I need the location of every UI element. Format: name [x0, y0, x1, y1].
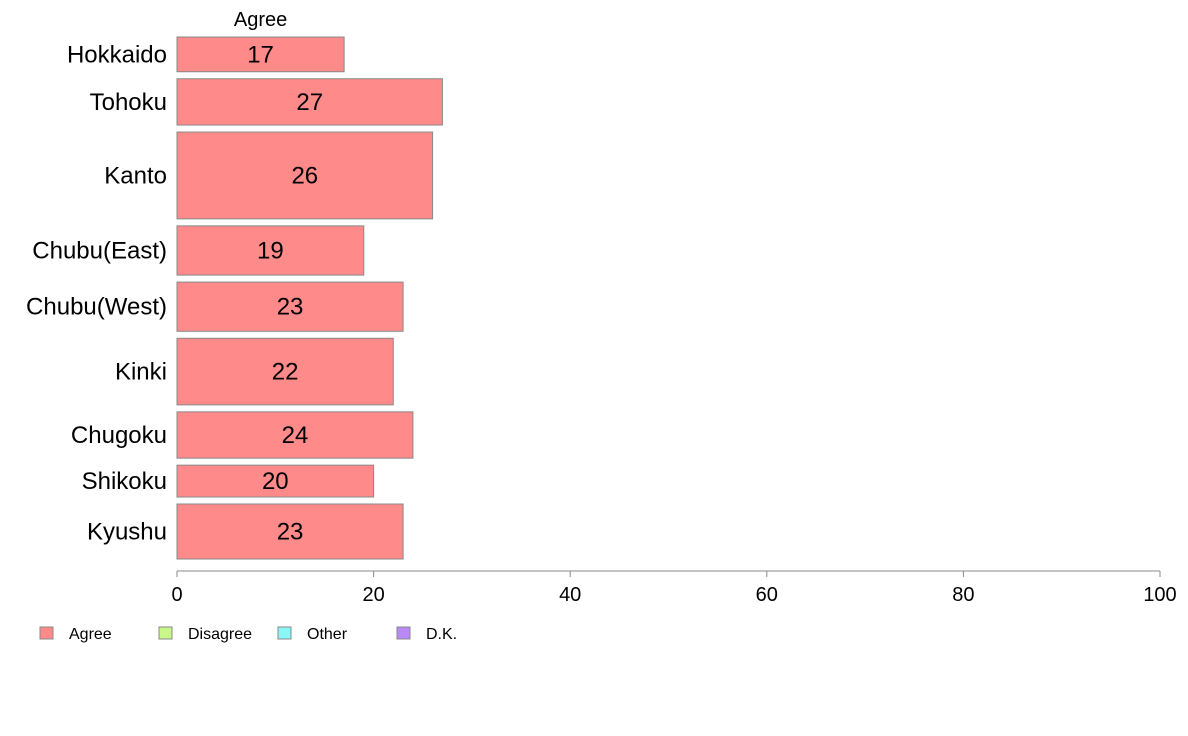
- data-label: 24: [282, 422, 309, 449]
- region-label: Kinki: [115, 359, 167, 386]
- legend-label: Agree: [69, 626, 112, 643]
- bar-agree: [176, 78, 443, 126]
- region-label: Chubu(West): [26, 294, 167, 321]
- x-tick-label: 20: [362, 584, 384, 606]
- bar-agree: [176, 36, 345, 73]
- bar-agree: [176, 464, 375, 498]
- data-label: 17: [247, 41, 274, 68]
- legend-swatch: [277, 626, 292, 640]
- x-tick-label: 60: [756, 584, 778, 606]
- data-label: 23: [277, 294, 304, 321]
- region-label: Tohoku: [90, 89, 167, 116]
- region-label: Kyushu: [87, 519, 167, 546]
- region-label: Kanto: [104, 162, 167, 189]
- legend-swatch: [396, 626, 411, 640]
- x-tick-label: 40: [559, 584, 581, 606]
- region-label: Chubu(East): [32, 237, 167, 264]
- bar-agree: [176, 225, 365, 276]
- data-label: 23: [277, 519, 304, 546]
- data-label: 27: [296, 89, 323, 116]
- legend: Agree Disagree Other D.K.: [39, 626, 457, 643]
- bar-agree: [176, 503, 404, 560]
- data-label: 22: [272, 359, 299, 386]
- column-header: Agree: [234, 9, 287, 31]
- region-label: Hokkaido: [67, 41, 167, 68]
- x-tick-label: 80: [952, 584, 974, 606]
- legend-label: Other: [307, 626, 348, 643]
- bar-agree: [176, 411, 414, 459]
- legend-label: D.K.: [426, 626, 457, 643]
- x-tick-label: 0: [171, 584, 182, 606]
- legend-swatch: [39, 626, 54, 640]
- region-label: Shikoku: [82, 468, 167, 495]
- region-label: Chugoku: [71, 422, 167, 449]
- x-tick-label: 100: [1143, 584, 1176, 606]
- bar-agree: [176, 131, 434, 220]
- legend-label: Disagree: [188, 626, 252, 643]
- legend-swatch: [158, 626, 173, 640]
- data-label: 19: [257, 237, 284, 264]
- data-label: 26: [291, 162, 318, 189]
- bar-agree: [176, 337, 394, 406]
- bars-group: Hokkaido 17 Tohoku 27 Kanto 26 Chubu(East) 19 Ch…: [26, 36, 443, 560]
- data-label: 20: [262, 468, 289, 495]
- bar-agree: [176, 281, 404, 332]
- x-axis: 0 20 40 60 80 100: [171, 570, 1177, 606]
